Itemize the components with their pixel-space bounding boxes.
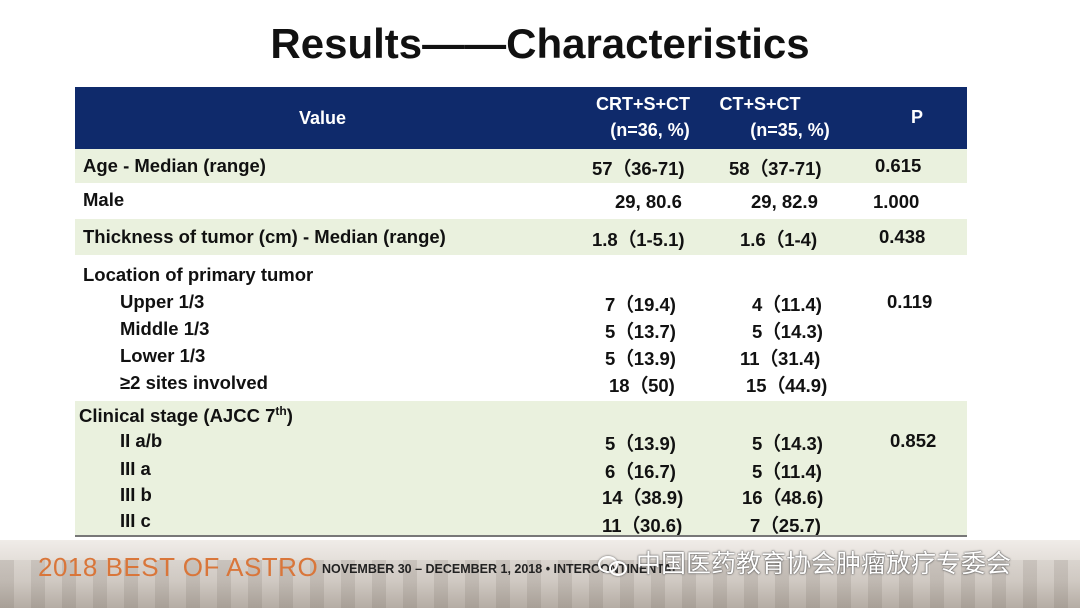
table-row-clinical-stage: Clinical stage (AJCC 7th) II a/b 5（13.9)…	[75, 401, 967, 536]
sub-label-iiab: II a/b	[120, 430, 163, 451]
cell-crt-s-ct: 7（19.4)	[605, 294, 676, 315]
header-crt-s-ct-n: (n=36, %)	[610, 120, 690, 140]
header-crt-s-ct: CRT+S+CT (n=36, %)	[583, 91, 703, 143]
cell-ct-s-ct: 16（48.6)	[742, 487, 824, 508]
cell-ct-s-ct: 5（14.3)	[752, 321, 823, 342]
cell-crt-s-ct: 18（50)	[609, 375, 675, 396]
table-row-location: Location of primary tumor Upper 1/3 7（19…	[75, 255, 967, 401]
cell-ct-s-ct: 5（14.3)	[752, 433, 823, 454]
cell-ct-s-ct: 5（11.4)	[752, 461, 822, 482]
cell-crt-s-ct: 29, 80.6	[615, 191, 682, 212]
event-name: 2018 BEST OF ASTRO	[38, 552, 319, 582]
sub-label-iiic: III c	[120, 510, 151, 531]
cell-crt-s-ct: 5（13.7)	[605, 321, 676, 342]
cell-p: 1.000	[873, 191, 920, 212]
cell-crt-s-ct: 5（13.9)	[605, 348, 676, 369]
event-dates: NOVEMBER 30 – DECEMBER 1, 2018 • INTERCO…	[322, 562, 680, 576]
sub-label-lower: Lower 1/3	[120, 345, 206, 366]
row-label: Male	[83, 189, 125, 210]
characteristics-table: Value CRT+S+CT (n=36, %) CT+S+CT (n=35, …	[75, 87, 967, 537]
cell-crt-s-ct: 57（36-71)	[592, 158, 685, 179]
wechat-icon	[598, 554, 628, 576]
sub-label-multi-site: ≥2 sites involved	[120, 372, 268, 393]
city-skyline-image	[0, 560, 1080, 608]
cell-p: 0.852	[890, 430, 937, 451]
sub-label-middle: Middle 1/3	[120, 318, 210, 339]
table-row-age: Age - Median (range) 57（36-71) 58（37-71)…	[75, 149, 967, 183]
header-value: Value	[298, 108, 347, 128]
stage-label-end: )	[286, 405, 293, 427]
wechat-watermark: 中国医药教育协会肿瘤放疗专委会	[598, 544, 1011, 580]
cell-ct-s-ct: 58（37-71)	[729, 158, 822, 179]
cell-ct-s-ct: 4（11.4)	[752, 294, 822, 315]
header-ct-s-ct-name: CT+S+CT	[719, 94, 801, 114]
header-crt-s-ct-name: CRT+S+CT	[595, 94, 691, 114]
watermark-text: 中国医药教育协会肿瘤放疗专委会	[636, 549, 1012, 578]
cell-p: 0.119	[887, 291, 933, 312]
header-p: P	[910, 107, 923, 127]
cell-ct-s-ct: 15（44.9)	[746, 375, 828, 396]
header-ct-s-ct-n: (n=35, %)	[750, 120, 830, 140]
table-row-male: Male 29, 80.6 29, 82.9 1.000	[75, 183, 967, 219]
cell-p: 0.438	[879, 226, 926, 247]
cell-crt-s-ct: 5（13.9)	[605, 433, 676, 454]
cell-crt-s-ct: 6（16.7)	[605, 461, 676, 482]
sub-label-iiib: III b	[120, 484, 152, 505]
cell-ct-s-ct: 11（31.4)	[740, 348, 821, 369]
conference-footer: 2018 BEST OF ASTRO NOVEMBER 30 – DECEMBE…	[0, 540, 1080, 608]
table-bottom-rule	[75, 535, 967, 537]
cell-crt-s-ct: 1.8（1-5.1)	[592, 229, 685, 250]
row-label: Thickness of tumor (cm) - Median (range)	[83, 226, 446, 247]
cell-crt-s-ct: 11（30.6)	[602, 515, 683, 536]
table-row-thickness: Thickness of tumor (cm) - Median (range)…	[75, 219, 967, 255]
cell-ct-s-ct: 7（25.7)	[750, 515, 821, 536]
cell-crt-s-ct: 14（38.9)	[602, 487, 684, 508]
cell-ct-s-ct: 1.6（1-4)	[740, 229, 818, 250]
row-label: Location of primary tumor	[83, 264, 314, 285]
stage-label-text: Clinical stage (AJCC 7	[79, 405, 276, 427]
table-header: Value CRT+S+CT (n=36, %) CT+S+CT (n=35, …	[75, 87, 967, 149]
sub-label-upper: Upper 1/3	[120, 291, 205, 312]
cell-p: 0.615	[875, 155, 922, 176]
header-ct-s-ct: CT+S+CT (n=35, %)	[715, 91, 835, 143]
row-label: Clinical stage (AJCC 7th)	[79, 404, 293, 427]
slide-title: Results——Characteristics	[270, 20, 810, 67]
cell-ct-s-ct: 29, 82.9	[751, 191, 818, 212]
row-label: Age - Median (range)	[83, 155, 266, 176]
sub-label-iiia: III a	[120, 458, 151, 479]
stage-label-sup: th	[275, 404, 287, 418]
